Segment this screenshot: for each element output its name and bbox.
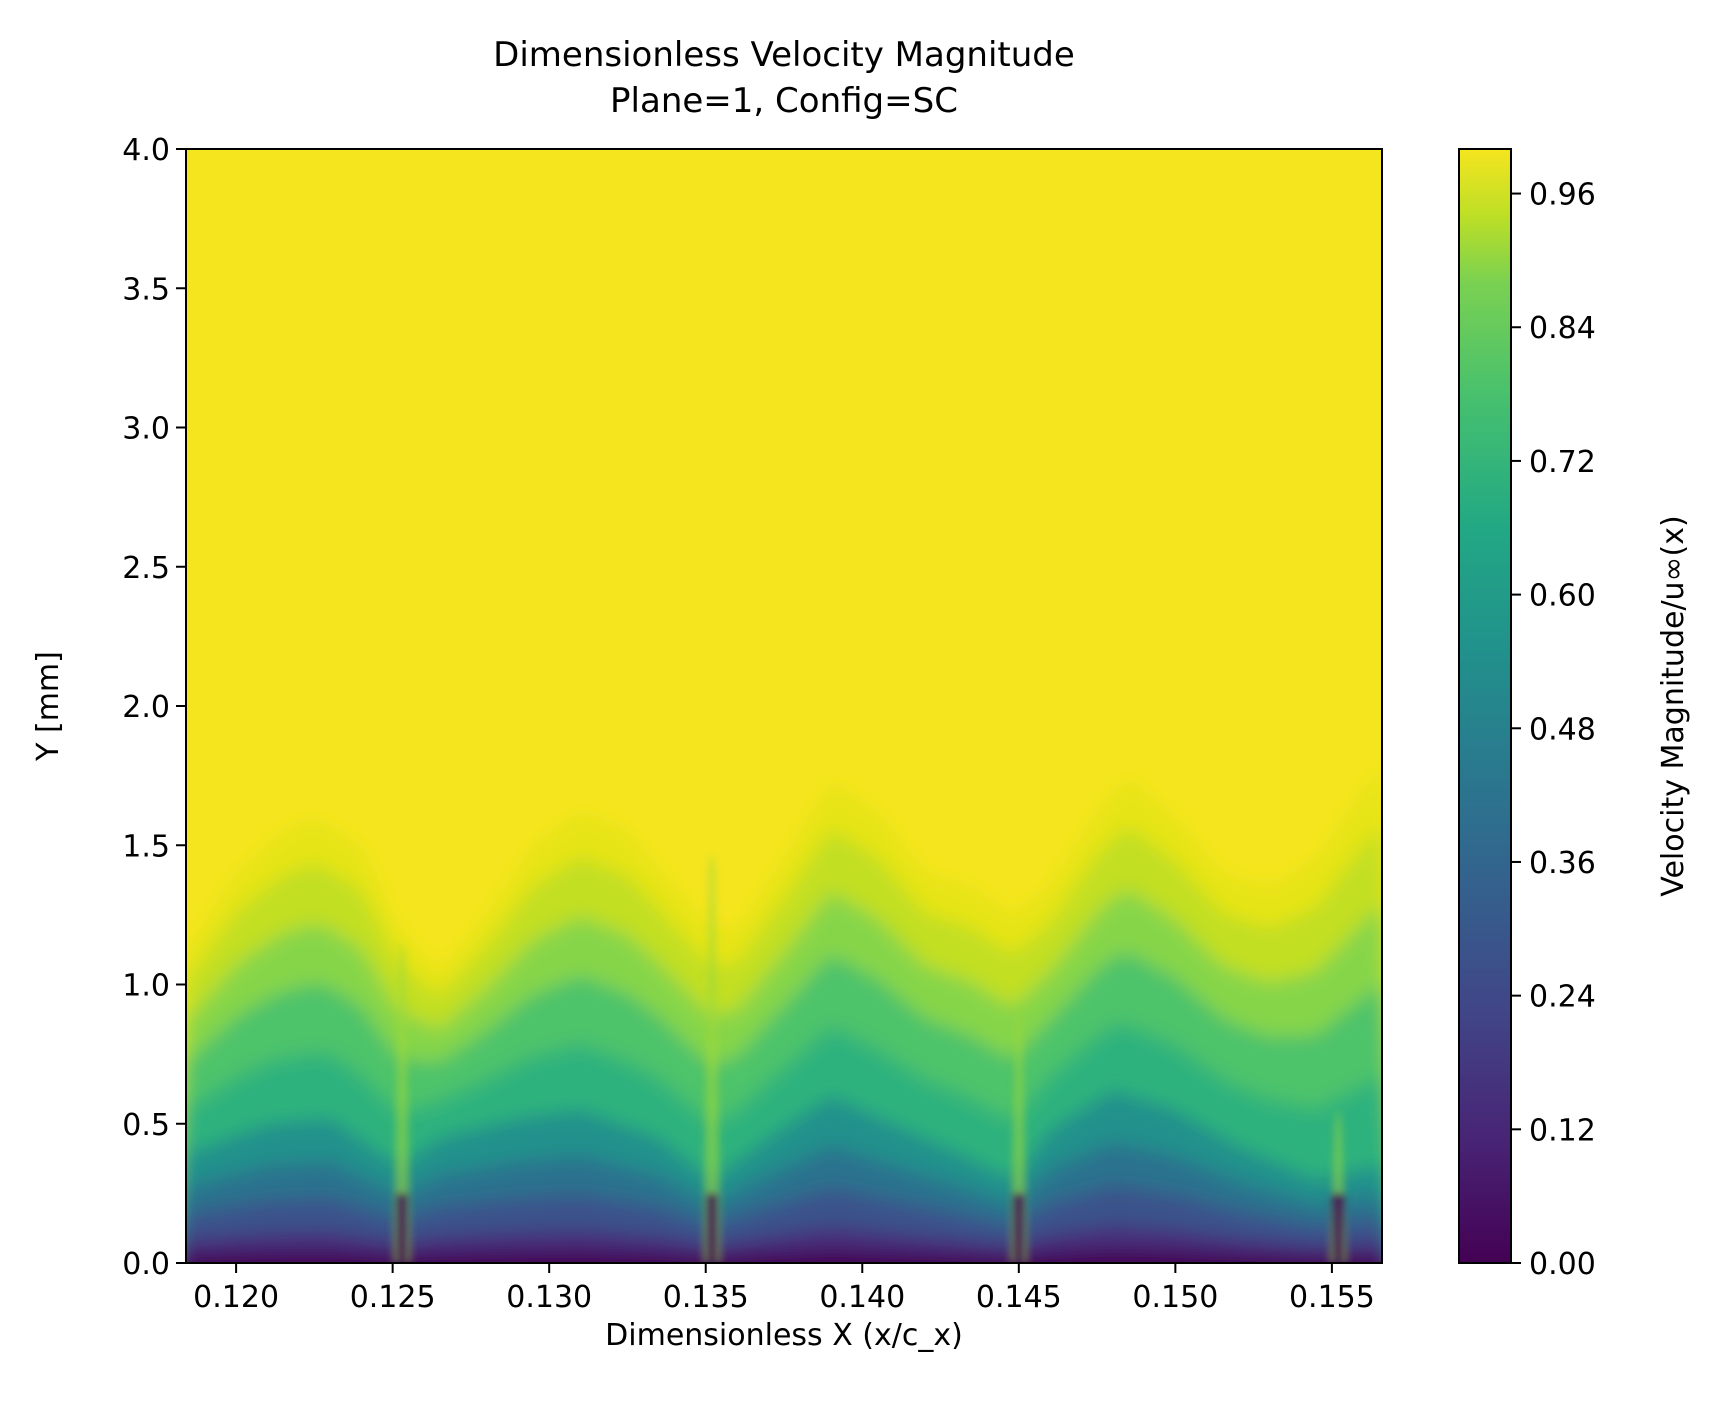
y-tick-label: 3.0 — [122, 412, 170, 447]
chart-subtitle: Plane=1, Config=SC — [610, 81, 958, 121]
y-tick-label: 2.0 — [122, 690, 170, 725]
y-tick-label: 4.0 — [122, 133, 170, 168]
colorbar — [1458, 148, 1512, 1264]
velocity-spike — [393, 943, 412, 1263]
colorbar-tick-label: 0.84 — [1529, 311, 1596, 346]
x-tick-label: 0.125 — [350, 1280, 436, 1315]
colorbar-label: Velocity Magnitude/u∞(x) — [1656, 515, 1691, 896]
velocity-spike-base — [1332, 1193, 1345, 1263]
y-tick-label: 0.0 — [122, 1247, 170, 1282]
y-axis-label: Y [mm] — [31, 651, 66, 762]
velocity-spike-base — [705, 1193, 718, 1263]
colorbar-tick-label: 0.12 — [1529, 1113, 1596, 1148]
colorbar-tick-label: 0.96 — [1529, 178, 1596, 213]
colorbar-tick-label: 0.36 — [1529, 846, 1596, 881]
y-tick-label: 3.5 — [122, 272, 170, 307]
colorbar-tick-label: 0.48 — [1529, 712, 1596, 747]
x-tick-label: 0.150 — [1132, 1280, 1218, 1315]
x-tick-label: 0.130 — [506, 1280, 592, 1315]
y-tick-label: 2.5 — [122, 551, 170, 586]
x-tick-label: 0.120 — [193, 1280, 279, 1315]
contour-band — [186, 1249, 1382, 1263]
y-tick-label: 0.5 — [122, 1108, 170, 1143]
velocity-spike — [702, 854, 721, 1263]
colorbar-tick-label: 0.72 — [1529, 445, 1596, 480]
velocity-spike-base — [1012, 1193, 1025, 1263]
x-tick-label: 0.155 — [1289, 1280, 1375, 1315]
y-tick-label: 1.0 — [122, 969, 170, 1004]
velocity-field — [186, 149, 1382, 1263]
colorbar-tick-label: 0.24 — [1529, 980, 1596, 1015]
colorbar-ticks: 0.00 0.12 0.24 0.36 0.48 0.60 0.72 0.84 0.96 — [1511, 178, 1596, 1282]
y-axis: 0.0 0.5 1.0 1.5 2.0 2.5 3.0 3.5 4.0 — [122, 133, 186, 1282]
velocity-spike-base — [396, 1193, 409, 1263]
x-tick-label: 0.140 — [819, 1280, 905, 1315]
colorbar-tick-label: 0.60 — [1529, 579, 1596, 614]
x-tick-label: 0.135 — [663, 1280, 749, 1315]
chart-title: Dimensionless Velocity Magnitude — [493, 35, 1075, 75]
x-axis-label: Dimensionless X (x/c_x) — [605, 1318, 963, 1353]
x-tick-label: 0.145 — [976, 1280, 1062, 1315]
y-tick-label: 1.5 — [122, 829, 170, 864]
colorbar-tick-label: 0.00 — [1529, 1247, 1596, 1282]
x-axis: 0.120 0.125 0.130 0.135 0.140 0.145 0.150 0.155 — [193, 1263, 1375, 1315]
